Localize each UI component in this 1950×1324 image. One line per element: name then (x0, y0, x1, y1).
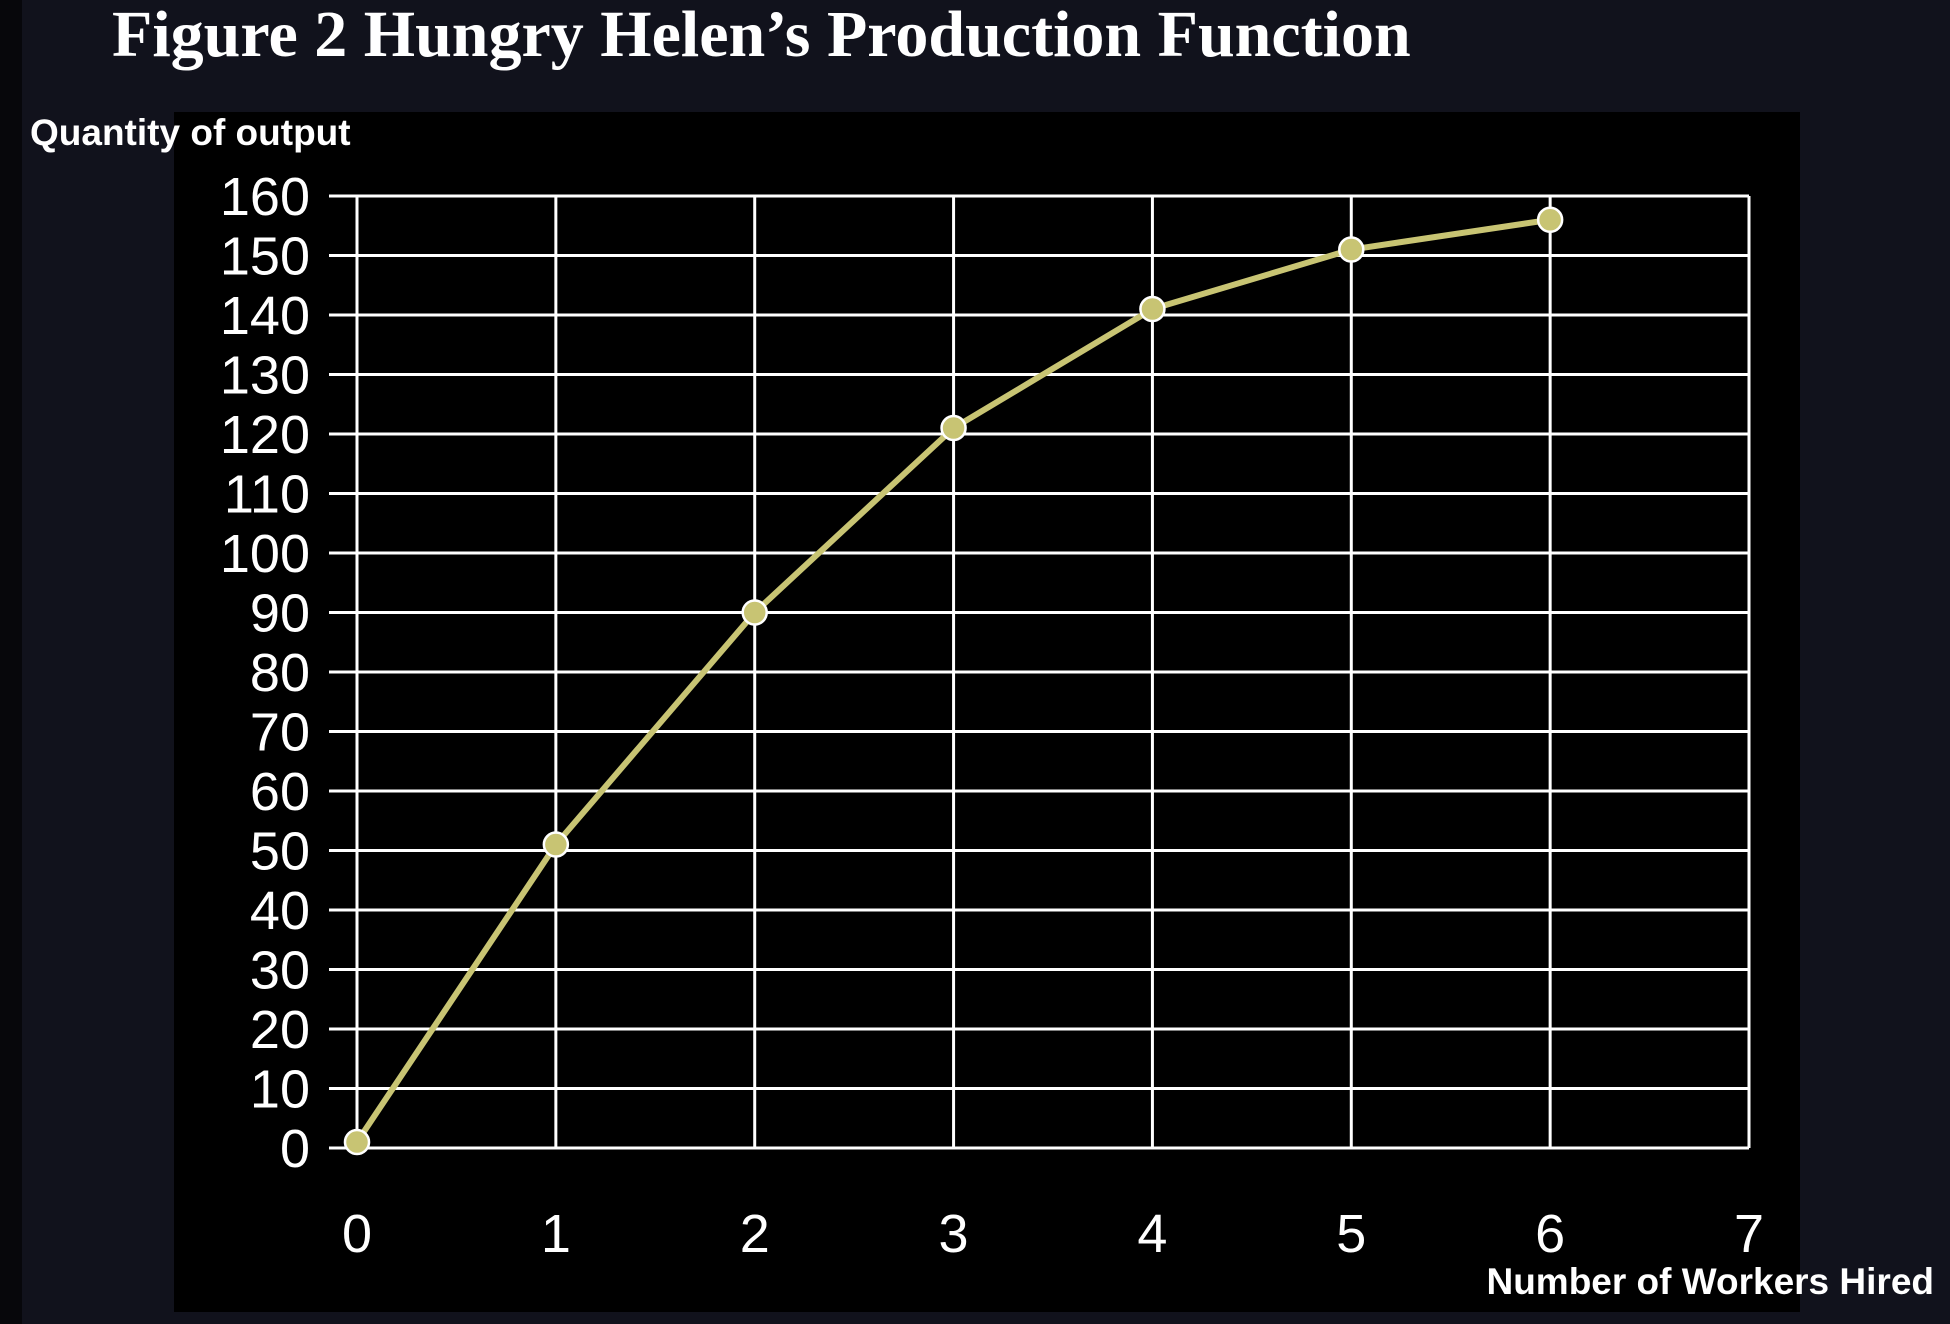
y-tick-label: 90 (250, 584, 310, 644)
x-tick-label: 3 (939, 1204, 969, 1264)
figure-title: Figure 2 Hungry Helen’s Production Funct… (112, 0, 1411, 71)
y-tick-label: 20 (250, 1000, 310, 1060)
y-tick-label: 110 (224, 465, 310, 525)
y-axis-title: Quantity of output (30, 112, 351, 153)
y-tick-label: 130 (220, 346, 310, 406)
data-point (542, 831, 570, 858)
y-tick-label: 0 (280, 1119, 310, 1179)
x-tick-label: 5 (1336, 1204, 1366, 1264)
data-point (940, 414, 967, 442)
x-tick-label: 1 (541, 1204, 571, 1264)
x-tick-label: 4 (1137, 1204, 1167, 1264)
x-tick-label: 2 (740, 1204, 770, 1264)
y-tick-label: 50 (250, 822, 310, 882)
data-point (741, 599, 768, 626)
data-point (1536, 206, 1564, 234)
x-tick-label: 6 (1535, 1204, 1565, 1264)
data-point (1338, 236, 1365, 263)
y-tick-label: 60 (250, 762, 310, 822)
y-tick-label: 140 (220, 286, 310, 346)
chart-panel (174, 112, 1800, 1312)
x-tick-label: 0 (342, 1204, 372, 1264)
y-tick-label: 160 (220, 167, 310, 227)
y-tick-label: 80 (250, 643, 310, 703)
x-tick-label: 7 (1734, 1204, 1764, 1264)
x-axis-ticks: 0 1 2 3 4 5 6 7 (342, 1204, 1764, 1264)
data-point (343, 1128, 371, 1156)
y-tick-label: 100 (220, 524, 310, 584)
left-edge-strip (0, 0, 22, 1324)
data-point (1139, 295, 1166, 323)
x-axis-title: Number of Workers Hired (1486, 1261, 1934, 1302)
y-tick-label: 150 (220, 227, 310, 287)
y-tick-label: 40 (250, 881, 310, 941)
y-tick-label: 120 (220, 405, 310, 465)
y-tick-label: 30 (250, 941, 310, 1001)
grid (329, 194, 1751, 1150)
y-tick-label: 70 (250, 703, 310, 763)
series-production (343, 206, 1564, 1156)
y-tick-label: 10 (250, 1060, 310, 1120)
